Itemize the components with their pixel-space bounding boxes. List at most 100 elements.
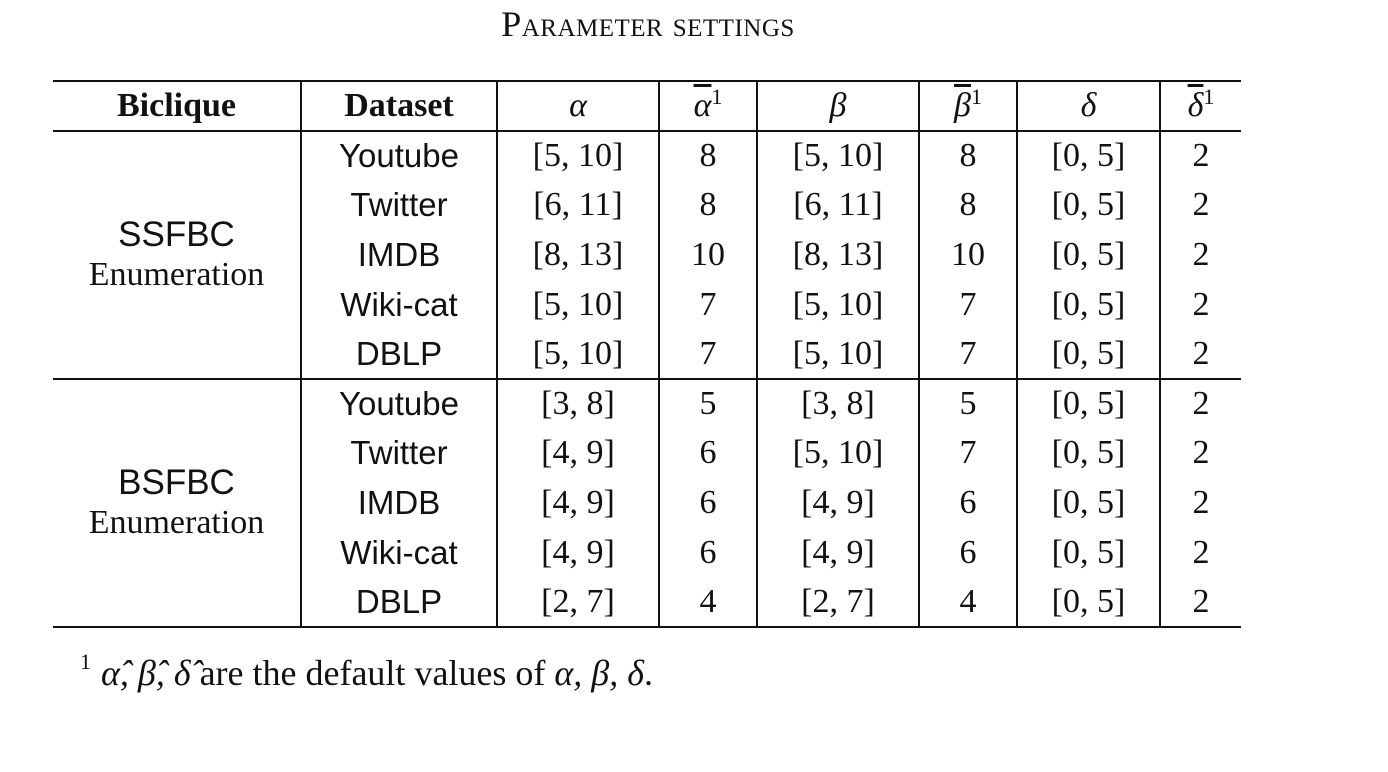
header-delta-bar-footnote-mark: 1 — [1203, 84, 1215, 109]
header-row: Biclique Dataset α α1 β β1 δ δ1 — [53, 81, 1241, 131]
delta-default-cell: 2 — [1159, 378, 1241, 429]
header-delta-bar-symbol: δ — [1187, 87, 1204, 124]
beta-default-cell: 6 — [918, 478, 1017, 528]
table-row: DBLP [5, 10] 7 [5, 10] 7 [0, 5] 2 — [53, 329, 1241, 379]
delta-cell: [0, 5] — [1016, 279, 1160, 330]
alpha-cell: [4, 9] — [496, 428, 659, 479]
header-alpha-bar-footnote-mark: 1 — [711, 84, 723, 109]
alpha-default-cell: 8 — [658, 180, 757, 231]
alpha-default-cell: 7 — [658, 329, 757, 379]
alpha-default-cell: 4 — [658, 577, 757, 627]
alpha-cell: [6, 11] — [496, 180, 659, 231]
delta-default-cell: 2 — [1159, 577, 1241, 627]
alpha-cell: [4, 9] — [496, 527, 659, 578]
dataset-cell: DBLP — [300, 577, 497, 627]
delta-default-cell: 2 — [1159, 329, 1241, 379]
alpha-default-cell: 8 — [658, 131, 757, 181]
alpha-cell: [3, 8] — [496, 378, 659, 429]
table-row: SSFBC Enumeration Youtube [5, 10] 8 [5, … — [53, 131, 1241, 293]
beta-default-cell: 7 — [918, 428, 1017, 479]
beta-cell: [6, 11] — [756, 180, 919, 231]
alpha-cell: [5, 10] — [496, 329, 659, 379]
table-row: BSFBC Enumeration Youtube [3, 8] 5 [3, 8… — [53, 378, 1241, 541]
table-row: Twitter [6, 11] 8 [6, 11] 8 [0, 5] 2 — [53, 180, 1241, 231]
group-subtitle: Enumeration — [88, 503, 265, 541]
beta-default-cell: 10 — [918, 230, 1017, 280]
beta-cell: [3, 8] — [756, 378, 919, 429]
beta-default-cell: 5 — [918, 378, 1017, 429]
table-row: Twitter [4, 9] 6 [5, 10] 7 [0, 5] 2 — [53, 428, 1241, 479]
header-beta-bar: β1 — [918, 81, 1017, 131]
alpha-default-cell: 6 — [658, 478, 757, 528]
alpha-cell: [5, 10] — [496, 279, 659, 330]
beta-cell: [5, 10] — [756, 131, 919, 181]
delta-default-cell: 2 — [1159, 478, 1241, 528]
delta-default-cell: 2 — [1159, 527, 1241, 578]
header-alpha-bar-symbol: α — [693, 87, 712, 124]
delta-default-cell: 2 — [1159, 279, 1241, 330]
alpha-cell: [4, 9] — [496, 478, 659, 528]
delta-default-cell: 2 — [1159, 131, 1241, 181]
dataset-cell: Wiki-cat — [300, 527, 497, 578]
group-bsfbc: BSFBC Enumeration Youtube [3, 8] 5 [3, 8… — [53, 378, 1241, 627]
delta-cell: [0, 5] — [1016, 230, 1160, 280]
dataset-cell: IMDB — [300, 230, 497, 280]
header-biclique: Biclique — [116, 87, 237, 124]
table-row: IMDB [4, 9] 6 [4, 9] 6 [0, 5] 2 — [53, 478, 1241, 528]
alpha-default-cell: 6 — [658, 428, 757, 479]
beta-cell: [4, 9] — [756, 478, 919, 528]
delta-default-cell: 2 — [1159, 180, 1241, 231]
header-dataset: Dataset — [300, 81, 497, 131]
alpha-cell: [8, 13] — [496, 230, 659, 280]
beta-cell: [4, 9] — [756, 527, 919, 578]
header-alpha-bar: α1 — [658, 81, 757, 131]
alpha-default-cell: 6 — [658, 527, 757, 578]
dataset-cell: Twitter — [300, 428, 497, 479]
alpha-cell: [2, 7] — [496, 577, 659, 627]
table-footnote: 1 α̂, β̂, δ̂ are the default values of α,… — [80, 640, 653, 695]
dataset-cell: IMDB — [300, 478, 497, 528]
table-row: Wiki-cat [5, 10] 7 [5, 10] 7 [0, 5] 2 — [53, 279, 1241, 330]
alpha-default-cell: 10 — [658, 230, 757, 280]
group-name: BSFBC — [118, 462, 235, 502]
delta-cell: [0, 5] — [1016, 131, 1160, 181]
header-alpha: α — [496, 81, 659, 131]
delta-cell: [0, 5] — [1016, 378, 1160, 429]
group-label: SSFBC Enumeration — [53, 131, 301, 379]
header-delta-bar: δ1 — [1159, 81, 1241, 131]
parameter-settings-table: Biclique Dataset α α1 β β1 δ δ1 SSFBC En… — [53, 80, 1241, 628]
group-ssfbc: SSFBC Enumeration Youtube [5, 10] 8 [5, … — [53, 131, 1241, 379]
delta-cell: [0, 5] — [1016, 527, 1160, 578]
dataset-cell: Twitter — [300, 180, 497, 231]
header-beta: β — [756, 81, 919, 131]
dataset-cell: DBLP — [300, 329, 497, 379]
footnote-text-middle: are the default values of — [190, 653, 555, 693]
dataset-cell: Youtube — [300, 131, 497, 181]
beta-default-cell: 4 — [918, 577, 1017, 627]
footnote-parameter-symbols: α, β, δ — [554, 653, 644, 693]
delta-cell: [0, 5] — [1016, 577, 1160, 627]
group-name: SSFBC — [118, 214, 235, 254]
beta-cell: [2, 7] — [756, 577, 919, 627]
delta-default-cell: 2 — [1159, 428, 1241, 479]
beta-cell: [5, 10] — [756, 329, 919, 379]
beta-default-cell: 7 — [918, 279, 1017, 330]
beta-cell: [8, 13] — [756, 230, 919, 280]
beta-default-cell: 7 — [918, 329, 1017, 379]
header-delta: δ — [1016, 81, 1160, 131]
alpha-default-cell: 7 — [658, 279, 757, 330]
header-delta-symbol: δ — [1080, 87, 1097, 124]
group-subtitle: Enumeration — [88, 255, 265, 293]
table-row: DBLP [2, 7] 4 [2, 7] 4 [0, 5] 2 — [53, 577, 1241, 627]
table-header: Biclique Dataset α α1 β β1 δ δ1 — [53, 81, 1241, 131]
header-beta-symbol: β — [829, 87, 847, 124]
beta-default-cell: 8 — [918, 131, 1017, 181]
dataset-cell: Wiki-cat — [300, 279, 497, 330]
table-caption: Parameter settings — [501, 4, 795, 44]
beta-default-cell: 8 — [918, 180, 1017, 231]
header-beta-bar-symbol: β — [954, 87, 971, 124]
table-row: IMDB [8, 13] 10 [8, 13] 10 [0, 5] 2 — [53, 230, 1241, 280]
table-row: Wiki-cat [4, 9] 6 [4, 9] 6 [0, 5] 2 — [53, 527, 1241, 578]
header-alpha-symbol: α — [569, 87, 587, 124]
footnote-default-symbols: α̂, β̂, δ̂ — [101, 653, 191, 693]
